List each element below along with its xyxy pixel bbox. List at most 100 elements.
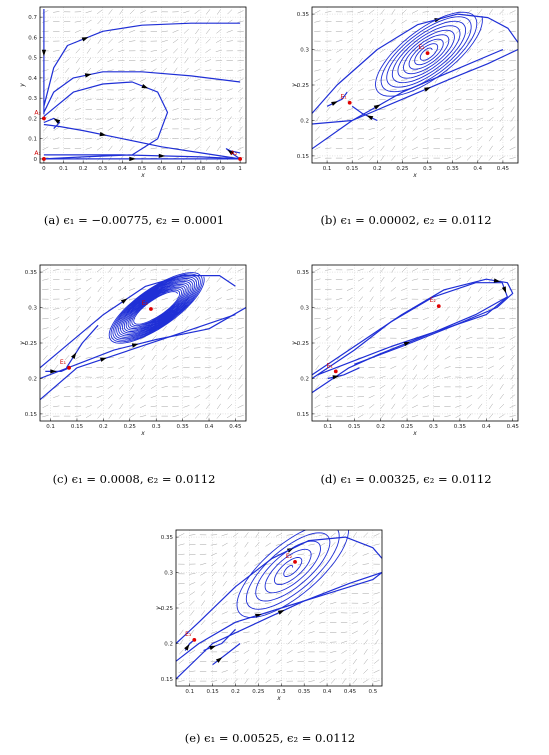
field-arrow bbox=[331, 571, 336, 577]
field-arrow bbox=[183, 405, 190, 408]
field-arrow bbox=[128, 79, 136, 81]
field-arrow bbox=[227, 403, 233, 409]
field-arrow bbox=[151, 345, 156, 351]
field-arrow bbox=[363, 668, 369, 674]
field-arrow bbox=[476, 69, 484, 72]
field-arrow bbox=[237, 10, 244, 14]
field-arrow bbox=[227, 267, 233, 273]
field-arrow bbox=[118, 365, 125, 370]
field-arrow bbox=[237, 394, 244, 399]
field-arrow bbox=[243, 650, 250, 654]
field-arrow bbox=[215, 365, 222, 370]
field-arrow bbox=[233, 561, 238, 567]
field-arrow bbox=[477, 296, 483, 302]
field-arrow bbox=[308, 641, 315, 643]
x-tick-label: 0.35 bbox=[447, 166, 460, 172]
field-arrow bbox=[351, 612, 359, 614]
field-arrow bbox=[75, 57, 80, 64]
field-arrow bbox=[487, 297, 494, 301]
field-arrow bbox=[319, 533, 326, 537]
field-arrow bbox=[352, 639, 358, 645]
field-arrow bbox=[374, 649, 379, 655]
field-arrow bbox=[215, 60, 223, 62]
field-arrow bbox=[477, 127, 483, 131]
field-arrow bbox=[254, 639, 260, 645]
field-arrow bbox=[85, 356, 92, 359]
field-arrow bbox=[189, 534, 196, 536]
field-arrow bbox=[172, 297, 179, 302]
field-arrow bbox=[314, 136, 321, 141]
field-arrow bbox=[204, 375, 212, 379]
field-arrow bbox=[434, 77, 439, 83]
field-arrow bbox=[221, 670, 228, 673]
field-arrow bbox=[179, 649, 184, 655]
field-arrow bbox=[244, 668, 249, 675]
field-arrow bbox=[340, 592, 348, 595]
field-arrow bbox=[172, 20, 179, 23]
y-axis-label: y bbox=[291, 83, 298, 88]
field-arrow bbox=[411, 318, 419, 320]
phase-portrait-e: E₁ E₂ 0.1 0.15 0.2 0.25 0.3 0.35 0.4 0.45 0.5 0.15 0… bbox=[150, 527, 390, 705]
trajectory-arrow bbox=[286, 547, 294, 553]
field-arrow bbox=[119, 267, 124, 273]
field-arrow bbox=[178, 669, 185, 674]
field-arrow bbox=[85, 10, 92, 14]
field-arrow bbox=[75, 315, 80, 322]
field-arrow bbox=[108, 394, 113, 399]
field-arrow bbox=[455, 29, 461, 34]
field-arrow bbox=[347, 315, 352, 322]
field-arrow bbox=[118, 287, 124, 292]
field-arrow bbox=[139, 10, 147, 14]
trajectory bbox=[312, 48, 504, 125]
field-arrow bbox=[330, 660, 337, 664]
field-arrow bbox=[227, 393, 232, 400]
field-arrow bbox=[86, 57, 91, 64]
field-arrow bbox=[433, 385, 440, 388]
field-arrow bbox=[297, 553, 304, 555]
field-arrow bbox=[357, 19, 364, 24]
trajectory-arrow bbox=[53, 118, 61, 124]
field-arrow bbox=[210, 680, 218, 683]
field-arrow bbox=[445, 335, 450, 341]
field-arrow bbox=[53, 127, 60, 131]
field-arrow bbox=[150, 385, 157, 389]
phase-portrait-c: E₁ E₂ 0.1 0.15 0.2 0.25 0.3 0.35 0.4 0.45 0.15 0.2 0… bbox=[14, 262, 254, 440]
field-arrow bbox=[379, 117, 386, 121]
field-arrow bbox=[129, 346, 136, 350]
field-arrow bbox=[96, 395, 103, 399]
field-arrow bbox=[347, 345, 353, 351]
field-arrow bbox=[108, 413, 113, 419]
field-arrow bbox=[357, 346, 364, 350]
field-arrow bbox=[161, 127, 168, 130]
field-arrow bbox=[373, 680, 380, 683]
field-arrow bbox=[42, 268, 49, 272]
field-arrow bbox=[320, 571, 325, 577]
field-arrow bbox=[118, 107, 125, 112]
field-arrow bbox=[342, 678, 347, 684]
field-arrow bbox=[254, 562, 261, 566]
field-arrow bbox=[315, 126, 320, 132]
field-arrow bbox=[445, 315, 450, 322]
field-arrow bbox=[433, 288, 440, 290]
field-arrow bbox=[347, 355, 353, 360]
field-arrow bbox=[118, 49, 125, 52]
field-arrow bbox=[221, 679, 228, 683]
field-arrow bbox=[277, 639, 281, 645]
field-arrow bbox=[509, 318, 516, 320]
field-arrow bbox=[183, 78, 190, 83]
field-arrow bbox=[467, 38, 472, 44]
field-arrow bbox=[498, 355, 505, 360]
field-arrow bbox=[189, 591, 196, 596]
field-arrow bbox=[183, 88, 190, 92]
field-arrow bbox=[173, 335, 178, 341]
field-arrow bbox=[255, 542, 260, 548]
field-arrow bbox=[286, 650, 293, 654]
field-arrow bbox=[369, 48, 374, 54]
field-arrow bbox=[140, 394, 146, 399]
field-arrow bbox=[380, 267, 385, 273]
field-arrow bbox=[195, 296, 200, 302]
field-arrow bbox=[510, 384, 515, 390]
field-arrow bbox=[237, 146, 244, 151]
field-arrow bbox=[390, 98, 397, 101]
field-arrow bbox=[96, 336, 103, 340]
